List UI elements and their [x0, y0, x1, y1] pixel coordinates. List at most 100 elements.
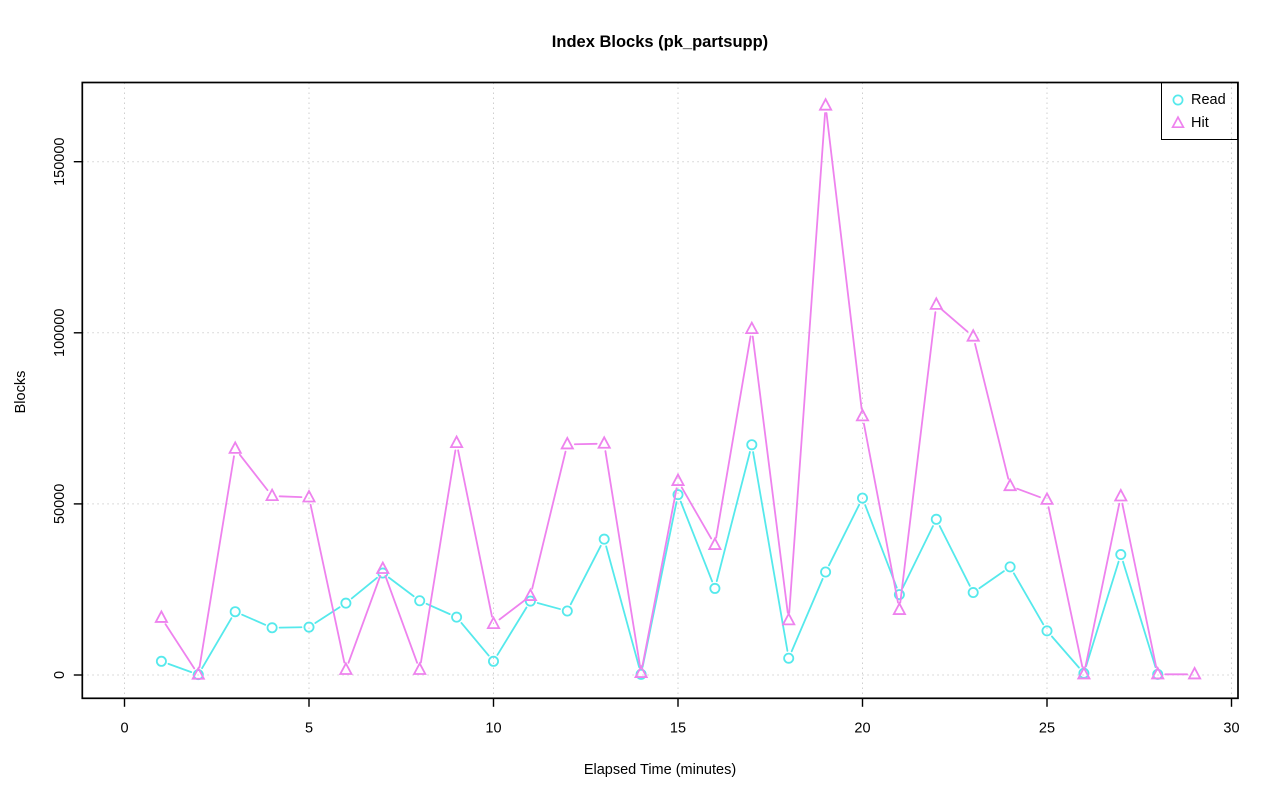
read-line-segment — [864, 504, 898, 589]
read-data-point — [1115, 549, 1127, 561]
hit-data-point — [338, 661, 353, 675]
read-line-segment — [1122, 560, 1157, 669]
hit-data-point — [412, 661, 427, 675]
hit-data-point — [191, 666, 206, 680]
read-data-point — [820, 566, 832, 578]
hit-data-point — [1076, 666, 1091, 680]
read-data-point — [598, 533, 610, 545]
read-data-point — [930, 513, 942, 525]
read-line-segment — [201, 617, 233, 670]
read-data-point — [1041, 625, 1053, 637]
read-data-point — [229, 606, 241, 618]
read-line-segment — [496, 606, 528, 656]
hit-data-point — [1150, 666, 1165, 680]
hit-line-segment — [384, 575, 419, 664]
hit-data-point — [486, 615, 501, 630]
read-data-point — [783, 652, 795, 664]
hit-line-segment — [974, 342, 1010, 480]
read-line-segment — [715, 451, 751, 583]
read-line-segment — [752, 451, 789, 652]
x-axis-tick-label: 20 — [854, 720, 870, 736]
hit-data-point — [560, 436, 575, 450]
read-data-point — [709, 582, 721, 594]
hit-data-point — [670, 472, 686, 486]
hit-data-point — [818, 97, 833, 111]
read-line-segment — [1012, 572, 1045, 626]
read-line-segment — [1051, 635, 1080, 669]
read-data-point — [487, 655, 499, 667]
y-axis-tick-label: 50000 — [52, 484, 68, 524]
y-axis-tick-label: 100000 — [52, 309, 68, 357]
read-line-segment — [901, 525, 934, 589]
read-line-segment — [679, 500, 714, 583]
hit-data-point — [1003, 477, 1018, 492]
x-axis-title: Elapsed Time (minutes) — [583, 762, 737, 778]
read-line-segment — [938, 525, 971, 587]
hit-data-point — [1187, 666, 1202, 680]
read-data-point — [893, 589, 905, 601]
y-axis-tick-label: 150000 — [52, 138, 68, 186]
hit-data-point — [634, 664, 649, 678]
hit-data-point — [744, 320, 759, 335]
hit-line-segment — [164, 623, 196, 670]
hit-data-point — [228, 440, 243, 454]
x-axis-tick-label: 15 — [670, 720, 686, 736]
hit-line-segment — [715, 335, 752, 539]
y-axis-title: Blocks — [13, 370, 29, 414]
hit-data-point — [781, 611, 796, 626]
hit-line-segment — [899, 311, 937, 604]
read-data-point — [266, 622, 278, 634]
read-data-point — [524, 595, 536, 607]
read-line-segment — [387, 576, 415, 598]
read-data-point — [967, 587, 979, 599]
legend-hit-triangle-icon — [1171, 114, 1185, 128]
read-line-segment — [350, 576, 378, 600]
x-axis-tick-label: 5 — [305, 720, 313, 736]
x-axis-tick-label: 30 — [1223, 720, 1239, 736]
hit-data-point — [597, 435, 612, 449]
hit-data-point — [855, 407, 870, 422]
plot-border — [81, 81, 1239, 700]
y-axis-tick-label: 0 — [52, 671, 68, 679]
read-data-point — [414, 595, 426, 607]
hit-line-segment — [604, 450, 641, 667]
hit-data-point — [265, 487, 280, 502]
x-axis-tick-label: 25 — [1039, 720, 1055, 736]
read-data-point — [561, 605, 573, 617]
read-line-segment — [1085, 560, 1120, 668]
read-line-segment — [978, 570, 1005, 590]
x-axis-tick-label: 0 — [120, 720, 128, 736]
hit-line-segment — [788, 112, 826, 614]
hit-line-segment — [680, 486, 713, 540]
hit-line-segment — [1121, 502, 1158, 668]
hit-data-point — [1113, 488, 1128, 502]
read-line-segment — [536, 602, 561, 610]
hit-line-segment — [457, 449, 493, 618]
hit-line-segment — [1047, 506, 1084, 668]
read-data-point — [303, 621, 315, 633]
hit-data-point — [449, 434, 464, 448]
legend-item-hit: Hit — [1162, 111, 1237, 134]
hit-line-segment — [531, 450, 567, 590]
legend-hit-label: Hit — [1191, 114, 1209, 131]
read-data-point — [451, 611, 463, 623]
hit-line-segment — [498, 599, 526, 621]
read-line-segment — [167, 662, 193, 674]
hit-line-segment — [278, 495, 303, 499]
hit-line-segment — [863, 422, 899, 604]
hit-data-point — [375, 560, 390, 574]
legend-read-label: Read — [1191, 91, 1226, 108]
hit-data-point — [154, 609, 169, 623]
hit-data-point — [707, 536, 722, 550]
chart-legend: Read Hit — [1161, 82, 1238, 140]
hit-line-segment — [825, 112, 863, 410]
read-line-segment — [790, 577, 824, 653]
read-data-point — [340, 597, 352, 609]
legend-read-circle-icon — [1172, 94, 1184, 105]
hit-line-segment — [309, 503, 346, 664]
hit-line-segment — [238, 453, 269, 492]
read-line-segment — [569, 544, 602, 606]
hit-data-point — [523, 587, 538, 601]
hit-data-point — [966, 328, 981, 342]
hit-data-point — [929, 296, 944, 310]
